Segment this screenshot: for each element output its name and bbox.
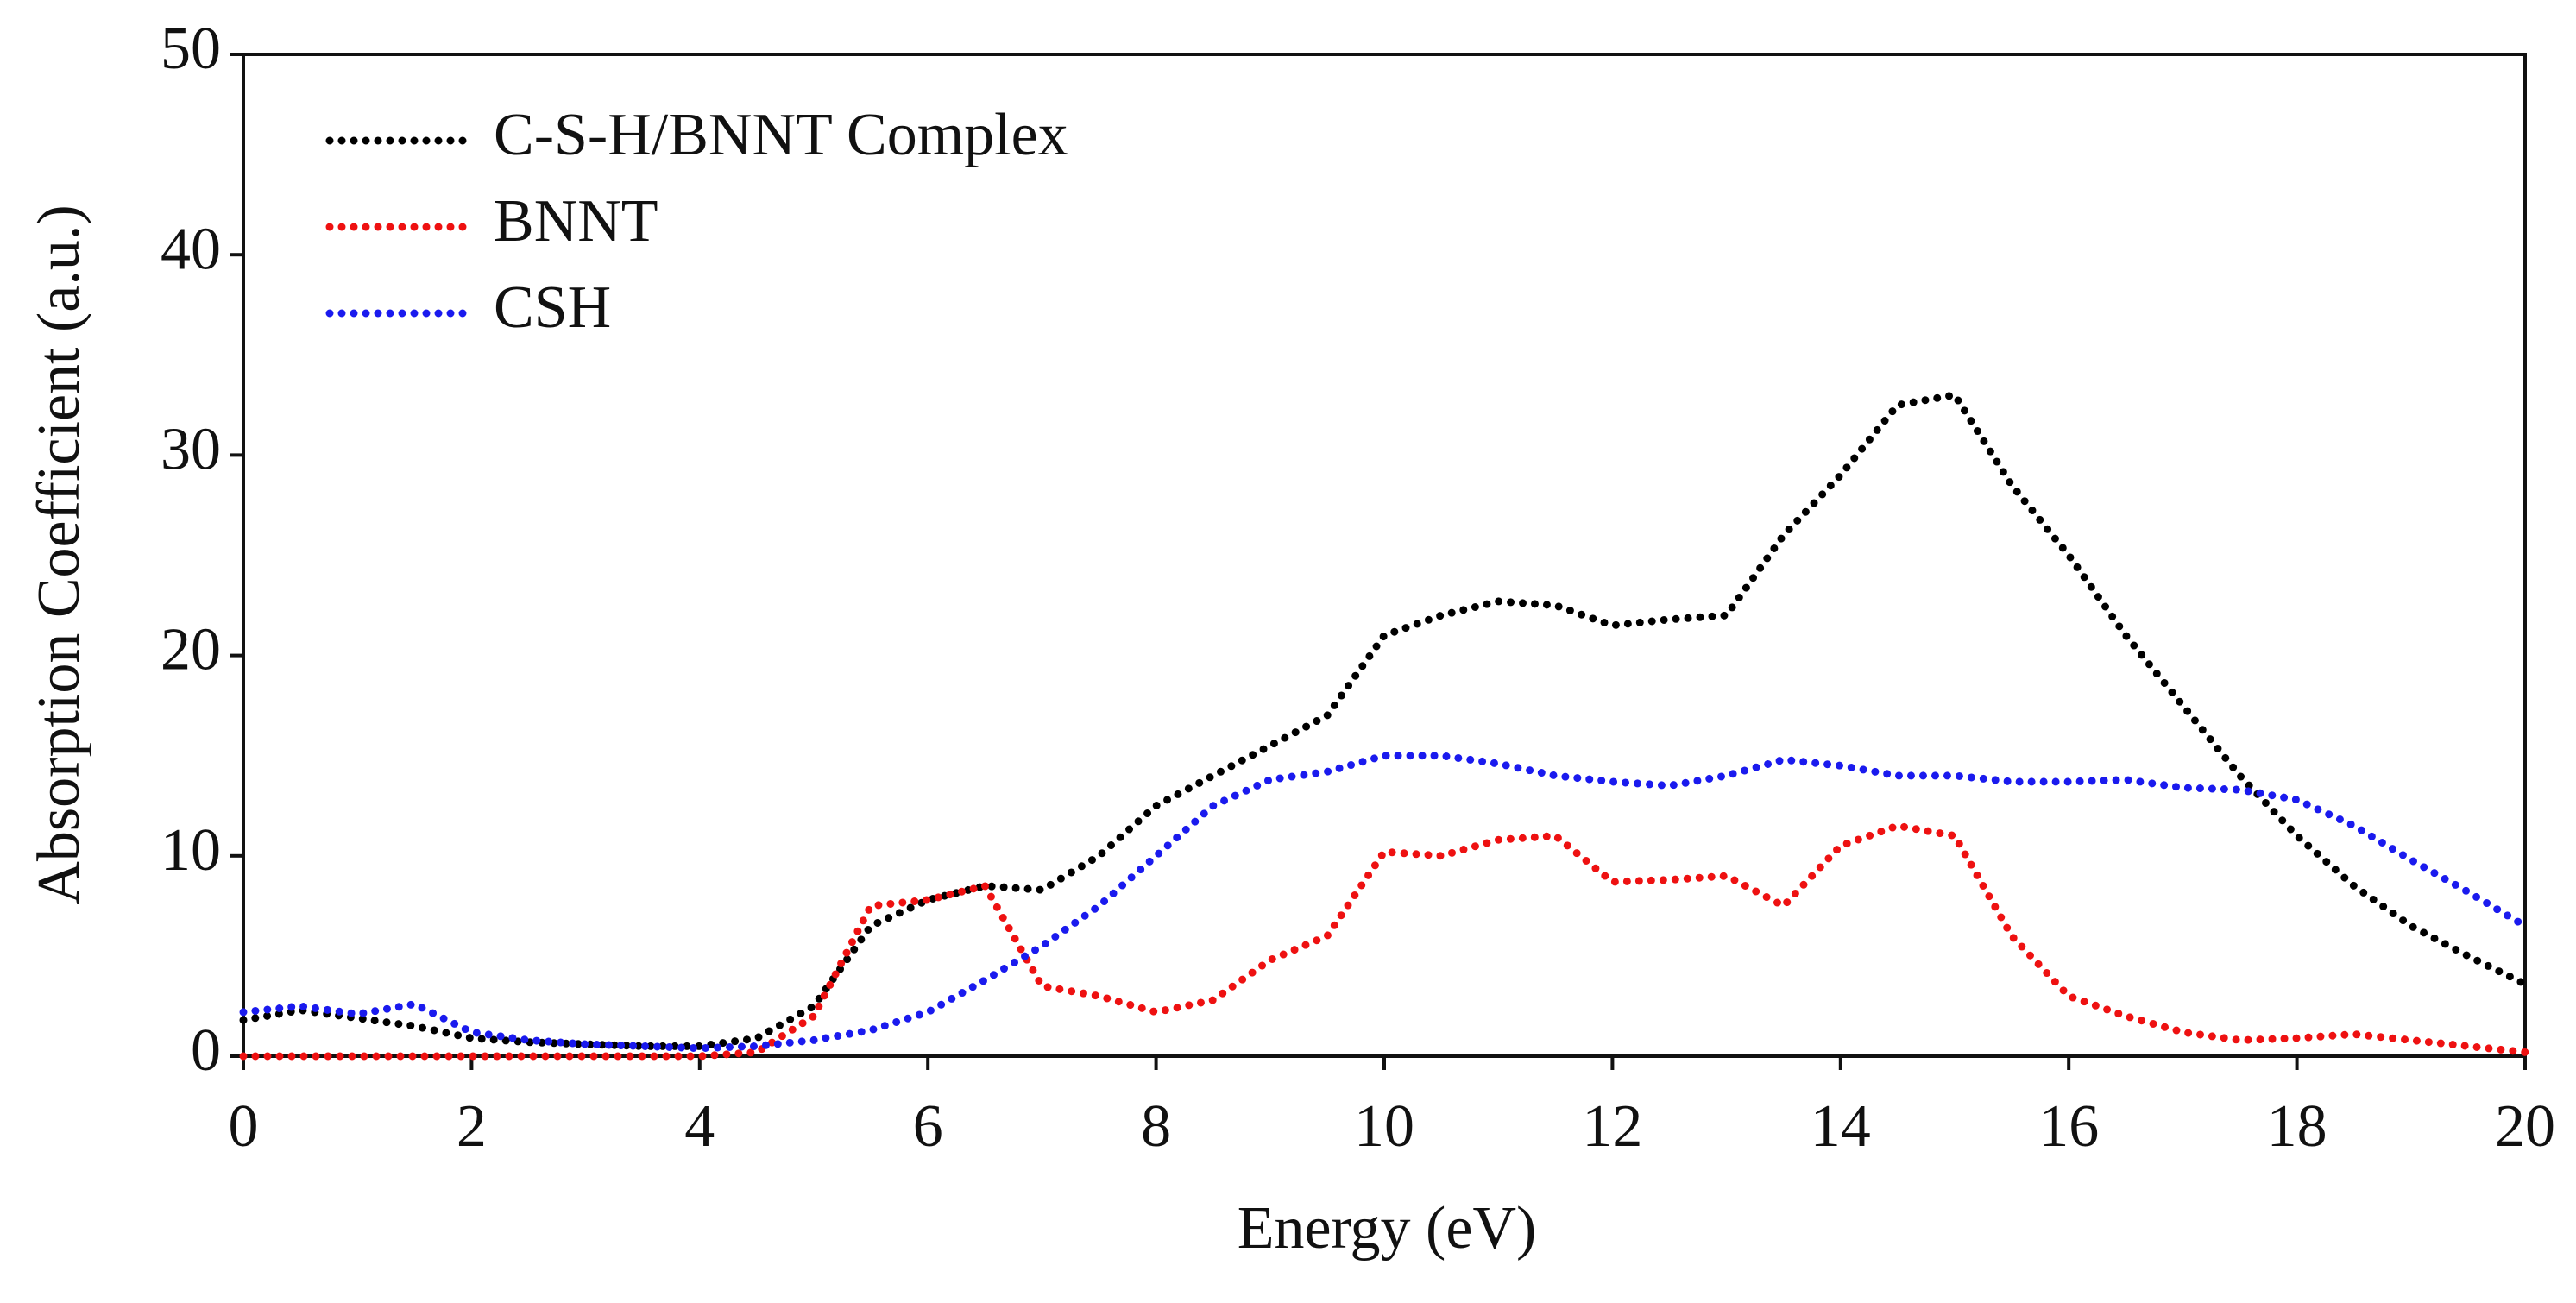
y-tick-label: 40 — [161, 216, 221, 282]
series-line — [239, 390, 2529, 1050]
legend-label: BNNT — [494, 188, 658, 255]
x-tick-label: 16 — [2038, 1093, 2099, 1160]
series-line — [239, 752, 2529, 1053]
x-tick-label: 20 — [2495, 1093, 2555, 1160]
x-tick-label: 8 — [1141, 1093, 1171, 1160]
x-axis-label: Energy (eV) — [1238, 1195, 1537, 1262]
legend-label: CSH — [494, 274, 611, 341]
x-tick-label: 4 — [684, 1093, 715, 1160]
x-tick-label: 18 — [2267, 1093, 2327, 1160]
legend-label: C-S-H/BNNT Complex — [494, 102, 1068, 168]
x-tick-label: 2 — [457, 1093, 487, 1160]
y-tick-label: 10 — [161, 817, 221, 884]
x-tick-label: 10 — [1354, 1093, 1414, 1160]
y-tick-label: 50 — [161, 16, 221, 82]
y-tick-label: 20 — [161, 617, 221, 683]
series-line — [239, 821, 2529, 1061]
x-tick-label: 12 — [1582, 1093, 1642, 1160]
y-axis-label: Absorption Coefficient (a.u.) — [26, 205, 92, 904]
y-tick-label: 30 — [161, 416, 221, 482]
y-tick-label: 0 — [191, 1017, 221, 1084]
x-tick-label: 14 — [1811, 1093, 1871, 1160]
x-tick-label: 0 — [229, 1093, 259, 1160]
x-tick-label: 6 — [913, 1093, 943, 1160]
